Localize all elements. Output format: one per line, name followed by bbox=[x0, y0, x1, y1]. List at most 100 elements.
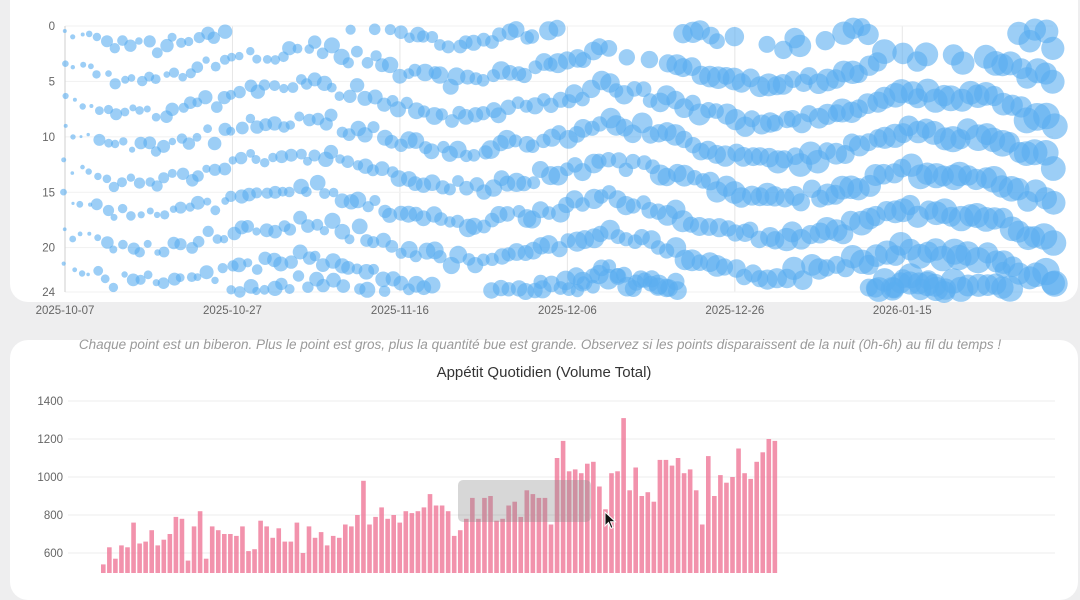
feeding-bubble bbox=[184, 36, 194, 47]
feeding-bubble bbox=[467, 149, 481, 162]
feeding-bubble bbox=[117, 203, 128, 214]
feeding-bubble bbox=[359, 281, 376, 298]
feeding-bubble bbox=[85, 168, 92, 175]
feeding-bubble bbox=[202, 56, 210, 64]
feeding-bubble bbox=[381, 56, 399, 74]
feeding-bubble bbox=[235, 121, 249, 135]
feeding-bubble bbox=[447, 67, 466, 86]
feeding-bubble bbox=[174, 238, 187, 251]
feeding-bubble bbox=[133, 177, 146, 189]
feeding-bubble bbox=[210, 205, 221, 216]
scatter-y-tick-label: 24 bbox=[42, 287, 55, 299]
feeding-bubble bbox=[1041, 113, 1068, 140]
feeding-bubble bbox=[168, 137, 177, 146]
feeding-bubble bbox=[1040, 230, 1067, 256]
feeding-bubble bbox=[79, 135, 83, 139]
feeding-bubble bbox=[62, 60, 69, 67]
feeding-bubble bbox=[507, 21, 525, 38]
feeding-bubble bbox=[342, 57, 354, 69]
feeding-bubble bbox=[92, 70, 101, 79]
chart-caption: Chaque point est un biberon. Plus le poi… bbox=[78, 337, 1002, 352]
feeding-bubble bbox=[282, 41, 297, 56]
feeding-bubble bbox=[76, 200, 84, 208]
scatter-y-tick-label: 10 bbox=[42, 132, 55, 144]
feeding-bubble bbox=[443, 183, 456, 196]
feeding-bubble bbox=[231, 257, 247, 273]
scatter-x-tick-label: 2025-12-06 bbox=[538, 305, 597, 317]
mouse-cursor-icon bbox=[604, 511, 617, 530]
feeding-bubble bbox=[499, 206, 516, 222]
feeding-bubble bbox=[86, 272, 90, 277]
feeding-bubble bbox=[121, 271, 128, 278]
feeding-bubble bbox=[151, 112, 161, 122]
feeding-bubble bbox=[198, 90, 213, 105]
feeding-bubble bbox=[102, 204, 115, 217]
feeding-bubble bbox=[275, 277, 288, 291]
feeding-bubble bbox=[110, 139, 120, 149]
feeding-bubble bbox=[394, 25, 408, 39]
feeding-bubble bbox=[309, 174, 326, 191]
feeding-bubble bbox=[378, 285, 391, 297]
feeding-bubble bbox=[285, 120, 295, 130]
feeding-bubble bbox=[186, 272, 197, 282]
feeding-bubble bbox=[143, 136, 157, 150]
feeding-bubble bbox=[308, 35, 322, 49]
feeding-bubble bbox=[309, 250, 321, 262]
feeding-bubble bbox=[885, 281, 902, 298]
feeding-bubble bbox=[260, 158, 270, 168]
feeding-bubble bbox=[61, 157, 67, 163]
feeding-bubble bbox=[259, 284, 270, 295]
feeding-bubble bbox=[182, 137, 196, 150]
feeding-bubble bbox=[108, 282, 119, 293]
feeding-bubble bbox=[60, 188, 67, 196]
feeding-bubble bbox=[208, 163, 221, 176]
feeding-bubble bbox=[441, 40, 455, 54]
feeding-bubble bbox=[157, 277, 170, 290]
feeding-bubble bbox=[86, 132, 90, 137]
feeding-bubble bbox=[226, 126, 236, 136]
feeding-bubble bbox=[192, 132, 202, 142]
feeding-bubble bbox=[258, 79, 270, 91]
feeding-bubble bbox=[88, 63, 94, 70]
feeding-bubble bbox=[367, 121, 380, 134]
feeding-bubble bbox=[625, 153, 641, 170]
feeding-bubble bbox=[416, 63, 434, 82]
feeding-bubble bbox=[163, 71, 171, 78]
feeding-bubble bbox=[108, 181, 120, 193]
feeding-bubble bbox=[71, 201, 75, 205]
feeding-bubble bbox=[210, 61, 221, 72]
feeding-bubble bbox=[118, 239, 128, 250]
feeding-bubble bbox=[465, 217, 483, 235]
feeding-bubble bbox=[245, 113, 256, 124]
feeding-bubble bbox=[175, 273, 185, 282]
feeding-bubble bbox=[135, 106, 144, 115]
feeding-bubble bbox=[859, 278, 878, 297]
feeding-bubble bbox=[284, 255, 298, 269]
feeding-bubble bbox=[117, 177, 127, 188]
feeding-bubble bbox=[423, 276, 441, 294]
feeding-bubble bbox=[192, 170, 204, 182]
feeding-bubble bbox=[368, 23, 381, 36]
feeding-bubble bbox=[349, 78, 365, 93]
feeding-bubble bbox=[85, 30, 93, 38]
feeding-bubble bbox=[341, 155, 355, 168]
feeding-bubble bbox=[301, 186, 312, 198]
scatter-x-tick-label: 2025-12-26 bbox=[705, 305, 764, 317]
feeding-bubble bbox=[341, 261, 355, 275]
feeding-bubble bbox=[72, 267, 78, 273]
feeding-bubble bbox=[951, 51, 975, 75]
feeding-bubble bbox=[233, 85, 246, 99]
feeding-bubble bbox=[218, 162, 232, 176]
feeding-bubble bbox=[219, 235, 229, 244]
feeding-bubble bbox=[134, 136, 148, 150]
feeding-bubble bbox=[279, 83, 289, 94]
feeding-bubble bbox=[137, 211, 145, 219]
scatter-y-tick-label: 5 bbox=[49, 76, 55, 88]
feeding-bubble bbox=[319, 188, 330, 199]
feeding-bubble bbox=[129, 104, 137, 112]
feeding-bubble bbox=[640, 50, 659, 69]
feeding-bubble bbox=[158, 246, 170, 258]
feeding-bubble bbox=[95, 106, 104, 115]
feeding-bubble bbox=[234, 286, 246, 298]
feeding-bubble bbox=[119, 137, 128, 146]
